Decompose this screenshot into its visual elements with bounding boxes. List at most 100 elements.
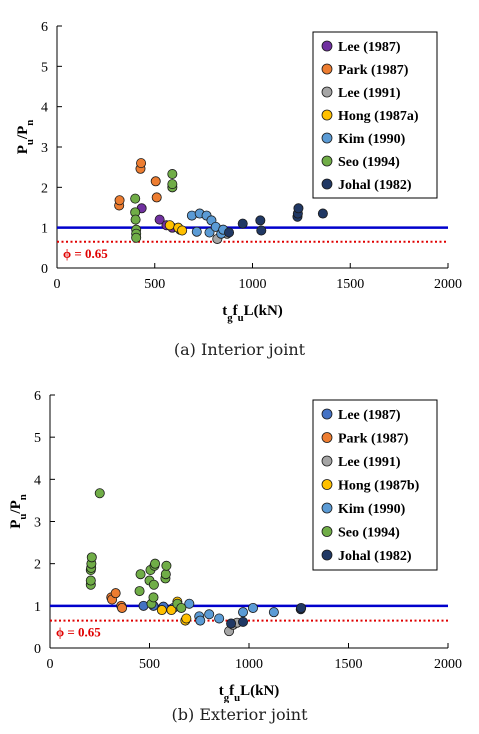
legend-entry: Lee (1987) bbox=[338, 40, 401, 55]
legend-entry: Park (1987) bbox=[338, 432, 409, 447]
y-tick-label: 2 bbox=[41, 181, 48, 196]
data-point bbox=[94, 488, 105, 499]
y-tick-label: 5 bbox=[34, 431, 41, 446]
data-point bbox=[130, 214, 141, 225]
data-point bbox=[177, 225, 188, 236]
legend-marker bbox=[321, 109, 333, 121]
data-point bbox=[238, 616, 249, 627]
data-point bbox=[135, 569, 146, 580]
legend-marker bbox=[321, 178, 333, 190]
y-tick-label: 6 bbox=[34, 389, 41, 404]
data-point bbox=[166, 605, 177, 616]
data-point bbox=[268, 607, 279, 618]
data-point bbox=[293, 203, 304, 214]
data-point bbox=[238, 607, 249, 618]
x-tick-label: 0 bbox=[54, 277, 61, 292]
legend-marker bbox=[321, 455, 333, 467]
data-point bbox=[86, 552, 97, 563]
data-point bbox=[136, 158, 147, 169]
x-tick-label: 1000 bbox=[235, 657, 263, 672]
data-point bbox=[148, 592, 159, 603]
phi-label: ϕ = 0.65 bbox=[63, 246, 108, 261]
phi-label: ϕ = 0.65 bbox=[56, 625, 101, 640]
x-tick-label: 500 bbox=[139, 657, 160, 672]
data-point bbox=[195, 615, 206, 626]
legend-marker bbox=[321, 408, 333, 420]
legend-box bbox=[312, 399, 438, 571]
x-tick-label: 500 bbox=[144, 277, 165, 292]
data-point bbox=[114, 195, 125, 206]
caption-interior-joint: (a) Interior joint bbox=[173, 340, 306, 359]
legend-entry: Johal (1982) bbox=[338, 549, 412, 564]
legend-entry: Seo (1994) bbox=[338, 155, 400, 170]
data-point bbox=[226, 618, 237, 629]
data-point bbox=[134, 586, 145, 597]
x-tick-label: 2000 bbox=[434, 277, 462, 292]
legend-marker bbox=[321, 479, 333, 490]
data-point bbox=[150, 176, 161, 187]
data-point bbox=[181, 613, 192, 624]
data-point bbox=[317, 208, 328, 219]
legend-marker bbox=[321, 526, 333, 537]
chart-exterior-joint: 0 1 2 3 4 5 6 0 500 1000 1500 2000 tgfuL(kN) Pu/Pn ϕ =… bbox=[8, 389, 462, 704]
data-point bbox=[117, 602, 128, 613]
legend-entry: Hong (1987a) bbox=[338, 109, 419, 124]
y-axis-title: Pu/Pn bbox=[15, 120, 36, 155]
legend-marker bbox=[321, 132, 333, 144]
x-tick-label: 2000 bbox=[434, 657, 462, 672]
y-tick-label: 4 bbox=[41, 101, 48, 116]
data-point bbox=[85, 575, 96, 586]
legend-marker bbox=[321, 549, 333, 561]
legend-marker bbox=[321, 155, 333, 167]
legend-entry: Park (1987) bbox=[338, 63, 409, 78]
data-point bbox=[167, 169, 178, 180]
y-tick-label: 0 bbox=[41, 262, 48, 277]
legend-entry: Lee (1987) bbox=[338, 408, 401, 423]
data-point bbox=[256, 225, 267, 236]
x-tick-label: 1500 bbox=[335, 657, 363, 672]
legend-entry: Lee (1991) bbox=[338, 86, 401, 101]
figure-interior-joint: 0 1 2 3 4 5 6 0 500 1000 1500 2000 tgfuL(kN) Pu/Pn ϕ =… bbox=[15, 20, 462, 359]
legend-marker bbox=[321, 40, 333, 52]
legend-marker bbox=[321, 432, 333, 443]
legend-marker bbox=[321, 502, 333, 514]
legend-entry: Hong (1987b) bbox=[338, 479, 420, 494]
y-tick-label: 0 bbox=[34, 642, 41, 657]
x-tick-label: 1000 bbox=[239, 277, 267, 292]
chart-interior-joint: 0 1 2 3 4 5 6 0 500 1000 1500 2000 tgfuL(kN) Pu/Pn ϕ =… bbox=[15, 20, 462, 324]
data-point bbox=[131, 232, 142, 243]
data-point bbox=[151, 192, 162, 203]
y-tick-label: 3 bbox=[34, 516, 41, 531]
legend-entry: Kim (1990) bbox=[338, 132, 406, 147]
data-point bbox=[167, 179, 178, 190]
figure-exterior-joint: 0 1 2 3 4 5 6 0 500 1000 1500 2000 tgfuL(kN) Pu/Pn ϕ =… bbox=[0, 367, 479, 734]
data-point bbox=[150, 558, 161, 569]
data-point bbox=[214, 613, 225, 624]
data-point bbox=[154, 214, 165, 225]
legend-entry: Seo (1994) bbox=[338, 526, 400, 541]
data-point bbox=[296, 602, 307, 613]
legend-entry: Johal (1982) bbox=[338, 178, 412, 193]
data-point bbox=[184, 598, 195, 609]
y-tick-label: 1 bbox=[41, 222, 48, 237]
data-point bbox=[255, 215, 266, 226]
data-point bbox=[176, 602, 187, 613]
data-point bbox=[156, 605, 167, 616]
data-point bbox=[160, 569, 171, 580]
y-tick-label: 3 bbox=[41, 141, 48, 156]
data-point bbox=[204, 609, 215, 620]
x-axis-title: tgfuL(kN) bbox=[222, 303, 283, 324]
data-point bbox=[161, 560, 172, 571]
data-point bbox=[148, 579, 159, 590]
y-tick-label: 5 bbox=[41, 60, 48, 75]
y-tick-label: 4 bbox=[34, 473, 41, 488]
data-point bbox=[237, 218, 248, 229]
data-point bbox=[204, 227, 215, 238]
y-tick-label: 6 bbox=[41, 20, 48, 35]
data-point bbox=[247, 602, 258, 613]
data-point bbox=[224, 227, 235, 238]
data-point bbox=[130, 193, 141, 204]
data-point bbox=[110, 588, 121, 599]
legend-box bbox=[312, 31, 438, 199]
legend-marker bbox=[321, 86, 333, 98]
